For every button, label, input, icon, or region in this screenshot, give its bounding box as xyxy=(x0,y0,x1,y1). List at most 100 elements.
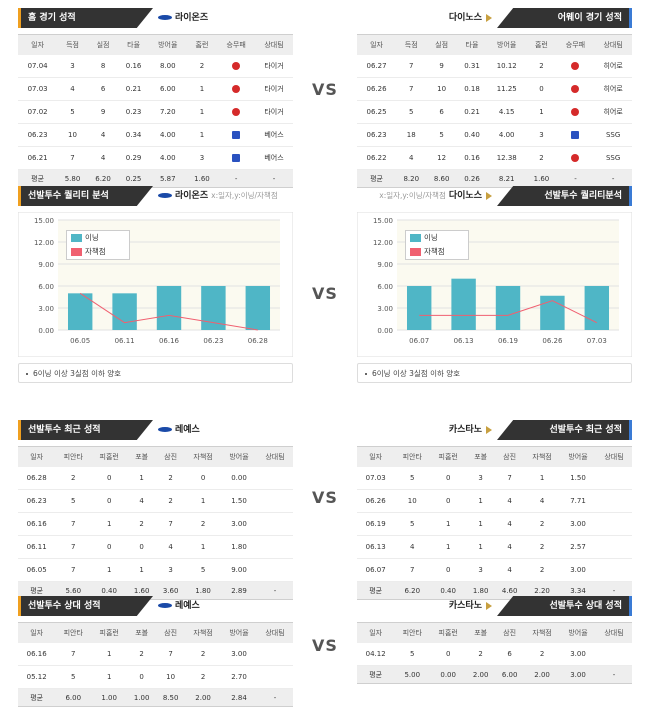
column-header: 일자 xyxy=(357,446,395,467)
legend-swatch xyxy=(71,234,82,242)
table-cell xyxy=(256,535,293,559)
loss-badge-icon xyxy=(571,61,580,70)
table-cell: 4 xyxy=(495,558,525,582)
column-header: 실점 xyxy=(426,34,457,55)
table-cell: - xyxy=(594,169,632,188)
table-cell: 7 xyxy=(156,512,186,536)
table-cell: 06.26 xyxy=(357,77,397,101)
table-cell: 0.16 xyxy=(118,54,149,78)
table-cell: 0.23 xyxy=(118,100,149,124)
column-header: 피홈런 xyxy=(430,446,467,467)
table-row: 07.03 4 6 0.21 6.00 1 타이거 xyxy=(18,77,293,101)
table-cell: 06.13 xyxy=(357,535,395,559)
away-pitcher-label: 카스타노 xyxy=(449,420,492,440)
table-cell xyxy=(256,558,293,582)
table-cell: 평균 xyxy=(18,688,56,707)
x-tick-label: 06.11 xyxy=(115,337,135,345)
table-cell: 6.00 xyxy=(55,688,92,707)
table-row: 06.23 10 4 0.34 4.00 1 베어스 xyxy=(18,123,293,147)
table-cell: 5 xyxy=(396,100,427,124)
result-cell xyxy=(556,123,595,147)
table-cell: 2 xyxy=(55,466,92,490)
table-cell: 06.22 xyxy=(357,146,397,170)
table-cell: 2.70 xyxy=(221,665,257,689)
table-row: 06.13 4 1 1 4 2 2.57 xyxy=(357,535,632,559)
column-header: 타율 xyxy=(118,34,149,55)
average-row: 평균 6.20 0.40 1.80 4.60 2.20 3.34- xyxy=(357,581,632,600)
home-pitcher-label: 레예스 xyxy=(158,596,200,616)
bar xyxy=(495,286,521,330)
table-cell: 6 xyxy=(426,100,457,124)
axis-note: x:일자,y:이닝/자책점 xyxy=(379,191,446,200)
table-cell: - xyxy=(255,169,293,188)
table-cell: 2.89 xyxy=(221,581,257,600)
table-cell: 0.25 xyxy=(118,169,149,188)
table-cell: 타이거 xyxy=(255,77,293,101)
table-cell: 1 xyxy=(91,665,128,689)
home-recent-table: 일자 득점 실점 타율 방어율 홈런 승무패 상대팀 07.04 3 8 0.16 8.00 2 타이거 07… xyxy=(18,34,293,188)
column-header: 실점 xyxy=(87,34,119,55)
home-quality-title: 선발투수 퀄리티 분석 xyxy=(18,186,153,206)
result-cell xyxy=(217,123,256,147)
column-header: 삼진 xyxy=(495,446,525,467)
table-cell: - xyxy=(595,665,632,684)
table-cell: 2 xyxy=(526,146,557,170)
column-header: 자책점 xyxy=(185,446,222,467)
table-cell: 4 xyxy=(396,146,427,170)
table-cell: 1.60 xyxy=(526,169,557,188)
table-cell: 1 xyxy=(430,512,467,536)
table-cell: 06.19 xyxy=(357,512,395,536)
table-cell: 5 xyxy=(394,466,431,490)
table-cell: 2 xyxy=(156,466,186,490)
x-tick-label: 06.05 xyxy=(70,337,90,345)
table-cell: 0 xyxy=(430,489,467,513)
table-cell: 2 xyxy=(524,558,561,582)
column-header: 삼진 xyxy=(156,446,186,467)
table-cell: 0 xyxy=(91,535,128,559)
column-header: 삼진 xyxy=(156,622,186,643)
column-header: 상대팀 xyxy=(256,446,293,467)
bar xyxy=(156,286,182,330)
table-cell: 9 xyxy=(426,54,457,78)
table-cell: 4 xyxy=(495,535,525,559)
away-pitcher-vs-table: 일자 피안타 피홈런 포볼 삼진 자책점 방어율 상대팀 04.12 5 0 2 6 2 3.00 평균 5.0… xyxy=(357,622,632,684)
table-row: 06.16 7 1 2 7 2 3.00 xyxy=(18,512,293,536)
table-cell: 0 xyxy=(430,642,467,666)
home-team-label: 라이온즈 xyxy=(158,8,208,28)
away-recent-panel: 다이노스 어웨이 경기 성적 일자 득점 실점 타율 방어율 홈런 승무패 상대팀 06.27 7… xyxy=(357,8,632,188)
home-quality-header: 선발투수 퀄리티 분석 라이온즈 x:일자,y:이닝/자책점 xyxy=(18,186,293,206)
result-cell xyxy=(556,77,595,101)
table-row: 04.12 5 0 2 6 2 3.00 xyxy=(357,642,632,666)
column-header: 자책점 xyxy=(524,622,561,643)
table-cell: 8.60 xyxy=(426,169,457,188)
dinos-logo-icon xyxy=(486,601,492,610)
bar xyxy=(245,286,271,330)
table-header-row: 일자 득점 실점 타율 방어율 홈런 승무패 상대팀 xyxy=(18,34,293,55)
table-cell: 1 xyxy=(524,466,561,490)
table-cell: 3.00 xyxy=(221,642,257,666)
y-tick-label: 0.00 xyxy=(38,327,54,335)
table-cell: 7 xyxy=(55,558,92,582)
win-badge-icon xyxy=(232,131,241,139)
column-header: 피홈런 xyxy=(430,622,467,643)
average-row: 평균 5.80 6.20 0.25 5.87 1.60- - xyxy=(18,169,293,188)
lions-logo-icon xyxy=(158,427,172,432)
table-row: 07.04 3 8 0.16 8.00 2 타이거 xyxy=(18,54,293,78)
table-cell: 2 xyxy=(185,665,222,689)
table-cell: 2 xyxy=(526,54,557,78)
column-header: 승무패 xyxy=(217,34,256,55)
away-team-name: 다이노스 xyxy=(448,13,482,23)
table-cell: 10.12 xyxy=(487,54,527,78)
column-header: 포볼 xyxy=(127,622,157,643)
table-cell: 8.20 xyxy=(396,169,427,188)
table-cell: 4 xyxy=(127,489,157,513)
y-tick-label: 12.00 xyxy=(373,239,393,247)
result-cell xyxy=(217,100,256,124)
table-cell: 평균 xyxy=(18,581,56,600)
table-cell: 히어로 xyxy=(594,100,632,124)
table-cell: 0.40 xyxy=(456,123,488,147)
table-cell: 3.00 xyxy=(560,665,596,684)
legend-label: 자책점 xyxy=(85,247,106,256)
table-cell: 3 xyxy=(466,558,496,582)
table-cell: 7 xyxy=(495,466,525,490)
